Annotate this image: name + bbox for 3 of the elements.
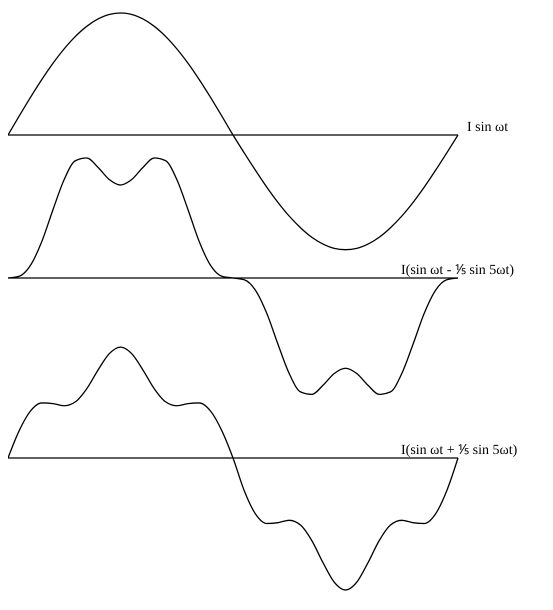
series-label: I sin ωt [467, 120, 508, 135]
series-label: I(sin ωt + ⅕ sin 5ωt) [401, 443, 518, 458]
series-label: I(sin ωt - ⅕ sin 5ωt) [401, 263, 514, 278]
